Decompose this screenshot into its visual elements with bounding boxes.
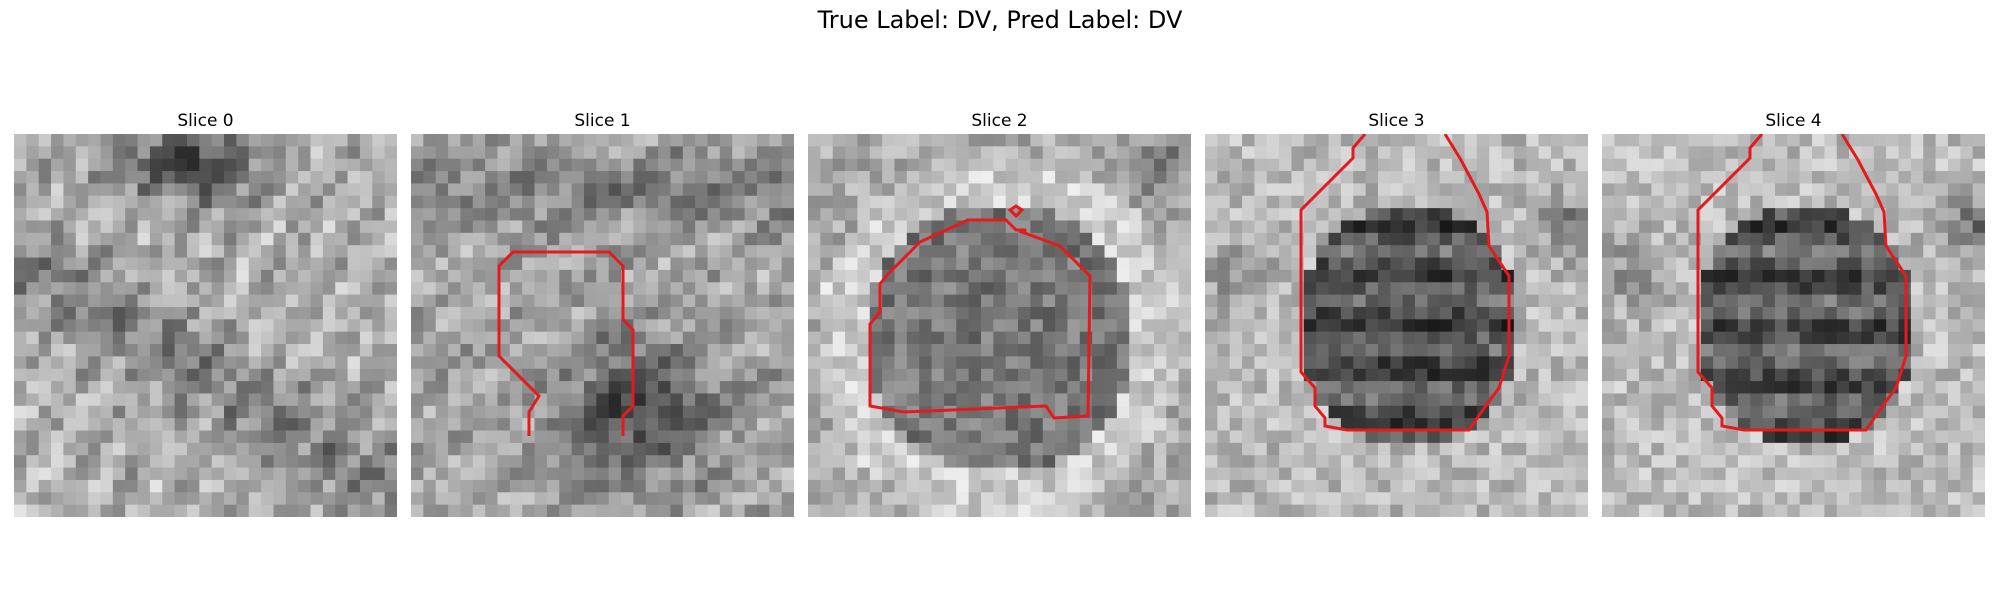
slice-panel-1: Slice 1 [411, 108, 794, 517]
slice-panel-0: Slice 0 [14, 108, 397, 517]
slice-panel-4: Slice 4 [1602, 108, 1985, 517]
slice-title: Slice 0 [177, 111, 234, 131]
slice-2-image [808, 134, 1191, 517]
segmentation-contour [868, 204, 1092, 420]
slice-title: Slice 3 [1368, 111, 1425, 131]
segmentation-contour [497, 250, 635, 436]
slice-4-image [1602, 134, 1985, 517]
slice-panel-2: Slice 2 [808, 108, 1191, 517]
slice-0-image [14, 134, 397, 517]
slice-3-image [1205, 134, 1588, 517]
segmentation-contour [1696, 134, 1908, 432]
slice-title: Slice 2 [971, 111, 1028, 131]
slice-1-image [411, 134, 794, 517]
figure-title: True Label: DV, Pred Label: DV [817, 6, 1183, 34]
slice-title: Slice 4 [1765, 111, 1822, 131]
slice-title: Slice 1 [574, 111, 631, 131]
slice-panel-3: Slice 3 [1205, 108, 1588, 517]
segmentation-contour [1299, 134, 1511, 432]
